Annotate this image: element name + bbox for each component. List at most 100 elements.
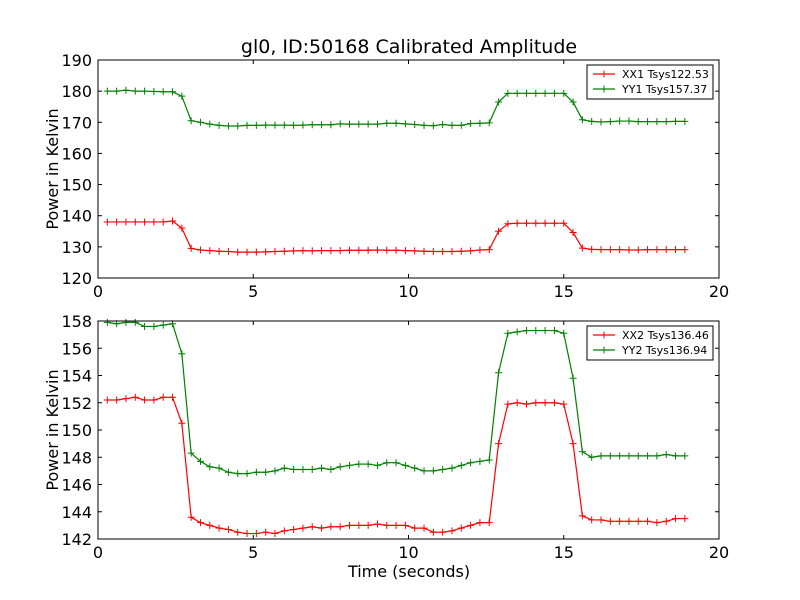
bottom-series-2-point: [364, 460, 372, 468]
top-series-2-point: [113, 87, 121, 95]
top-series-2-point: [550, 89, 558, 97]
top-series-1-point: [113, 218, 121, 226]
top-y-tick-label: 150: [61, 176, 92, 195]
top-legend-label-1: XX1 Tsys122.53: [622, 68, 709, 81]
top-series-2-point: [271, 121, 279, 129]
top-series-1-point: [420, 247, 428, 255]
top-series-1-point: [411, 247, 419, 255]
top-series-2-point: [420, 121, 428, 129]
top-series-1-point: [355, 246, 363, 254]
top-series-1-point: [215, 247, 223, 255]
top-series-2-point: [411, 120, 419, 128]
top-series-2-point: [485, 119, 493, 127]
top-series-1-point: [206, 247, 214, 255]
bottom-series-2-point: [681, 452, 689, 460]
bottom-series-1-point: [606, 517, 614, 525]
top-legend-label-2: YY1 Tsys157.37: [621, 83, 707, 96]
top-series-1-point: [392, 246, 400, 254]
top-series-2-point: [578, 116, 586, 124]
top-series-1-point: [681, 246, 689, 254]
bottom-series-2-point: [401, 461, 409, 469]
top-series-1-point: [271, 248, 279, 256]
top-series-2-point: [318, 121, 326, 129]
bottom-series-1-point: [299, 524, 307, 532]
top-series-2-point: [476, 119, 484, 127]
bottom-series-1-point: [634, 517, 642, 525]
bottom-series-1-point: [131, 393, 139, 401]
bottom-chart-panel: Power in Kelvin Time (seconds) 0 5 10 15 20 1…: [43, 312, 729, 581]
top-series-1-point: [252, 248, 260, 256]
top-series-1-point: [141, 218, 149, 226]
bottom-x-tick-label: 10: [398, 543, 418, 562]
bottom-series-1-point: [290, 525, 298, 533]
top-series-1-point: [504, 220, 512, 228]
top-series-1-point: [383, 246, 391, 254]
bottom-series-2-point: [392, 459, 400, 467]
top-series-2-point: [616, 117, 624, 125]
top-series-2-point: [141, 87, 149, 95]
top-series-1-point: [196, 246, 204, 254]
bottom-series-1-point: [103, 396, 111, 404]
top-series-2-point: [131, 87, 139, 95]
top-x-tick-label: 20: [709, 282, 729, 301]
bottom-series-2-point: [560, 329, 568, 337]
top-series-1-point: [653, 246, 661, 254]
top-legend: XX1 Tsys122.53 YY1 Tsys157.37: [586, 64, 714, 100]
bottom-series-2-point: [355, 460, 363, 468]
bottom-series-2-point: [588, 453, 596, 461]
top-series-2-point: [355, 120, 363, 128]
x-axis-label: Time (seconds): [347, 562, 470, 581]
bottom-series-2-point: [150, 322, 158, 330]
top-series-2-point: [532, 89, 540, 97]
bottom-series-2-point: [308, 466, 316, 474]
top-y-tick-label: 160: [61, 144, 92, 163]
top-series-2-point: [522, 89, 530, 97]
bottom-series-1-point: [383, 521, 391, 529]
bottom-series-1-point: [187, 513, 195, 521]
bottom-series-1-point: [206, 521, 214, 529]
bottom-series-2-point: [606, 452, 614, 460]
bottom-series-1-point: [439, 528, 447, 536]
bottom-legend-label-2: YY2 Tsys136.94: [621, 344, 707, 357]
bottom-series-1-point: [504, 400, 512, 408]
top-series-2-point: [122, 86, 130, 94]
top-series-1: [103, 217, 689, 256]
bottom-series-2-point: [336, 463, 344, 471]
bottom-series-1-point: [411, 524, 419, 532]
top-y-tick-label: 170: [61, 113, 92, 132]
bottom-series-1-point: [448, 527, 456, 535]
bottom-series-2-point: [411, 464, 419, 472]
top-series-1-point: [336, 247, 344, 255]
bottom-x-tick-label: 15: [554, 543, 574, 562]
top-series-2-point: [401, 120, 409, 128]
top-series-2-point: [392, 119, 400, 127]
bottom-series-1-point: [252, 530, 260, 538]
bottom-legend-marker-1: [600, 331, 608, 339]
top-series-2-point: [224, 122, 232, 130]
bottom-series-1-point: [318, 524, 326, 532]
bottom-series-2-point: [252, 468, 260, 476]
bottom-series-2-point: [243, 470, 251, 478]
top-series-1-point: [616, 246, 624, 254]
top-series-1-point: [243, 248, 251, 256]
top-series-1-point: [187, 244, 195, 252]
bottom-series-2-point: [122, 318, 130, 326]
bottom-series-1-point: [653, 519, 661, 527]
bottom-y-tick-label: 158: [61, 312, 92, 331]
top-series-1-point: [662, 246, 670, 254]
top-series-1-point: [495, 227, 503, 235]
top-series-2-point: [346, 120, 354, 128]
top-series-1-point: [364, 246, 372, 254]
top-series-1-point: [513, 219, 521, 227]
bottom-series-1-point: [522, 400, 530, 408]
bottom-series-1-point: [150, 396, 158, 404]
bottom-series-2-point: [346, 461, 354, 469]
bottom-series-2-point: [457, 461, 465, 469]
bottom-series-2-point: [206, 463, 214, 471]
top-series-1-point: [169, 217, 177, 225]
top-series-2-point: [653, 118, 661, 126]
bottom-series-2-point: [550, 327, 558, 335]
top-series-2-point: [495, 98, 503, 106]
bottom-series-1-point: [308, 523, 316, 531]
bottom-series-2-point: [299, 466, 307, 474]
